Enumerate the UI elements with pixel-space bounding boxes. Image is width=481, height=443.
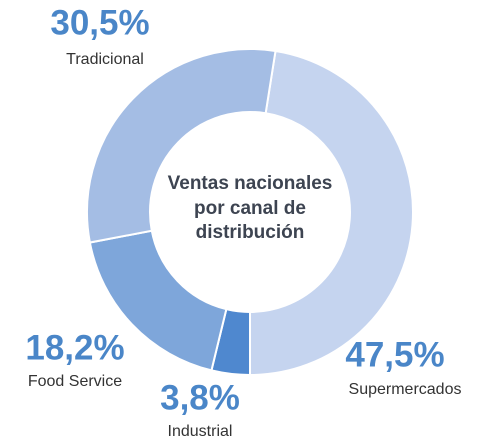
donut-segment bbox=[249, 49, 414, 377]
donut-segment bbox=[86, 48, 277, 244]
chart-title: Ventas nacionales por canal de distribuc… bbox=[167, 173, 333, 244]
category-label: Supermercados bbox=[349, 381, 462, 398]
category-label: Industrial bbox=[168, 423, 233, 440]
value-label: 47,5% bbox=[345, 335, 444, 374]
category-label: Tradicional bbox=[66, 51, 144, 68]
value-label: 30,5% bbox=[50, 3, 149, 42]
value-label: 18,2% bbox=[25, 328, 124, 367]
category-label: Food Service bbox=[28, 373, 122, 390]
value-label: 3,8% bbox=[160, 378, 240, 417]
